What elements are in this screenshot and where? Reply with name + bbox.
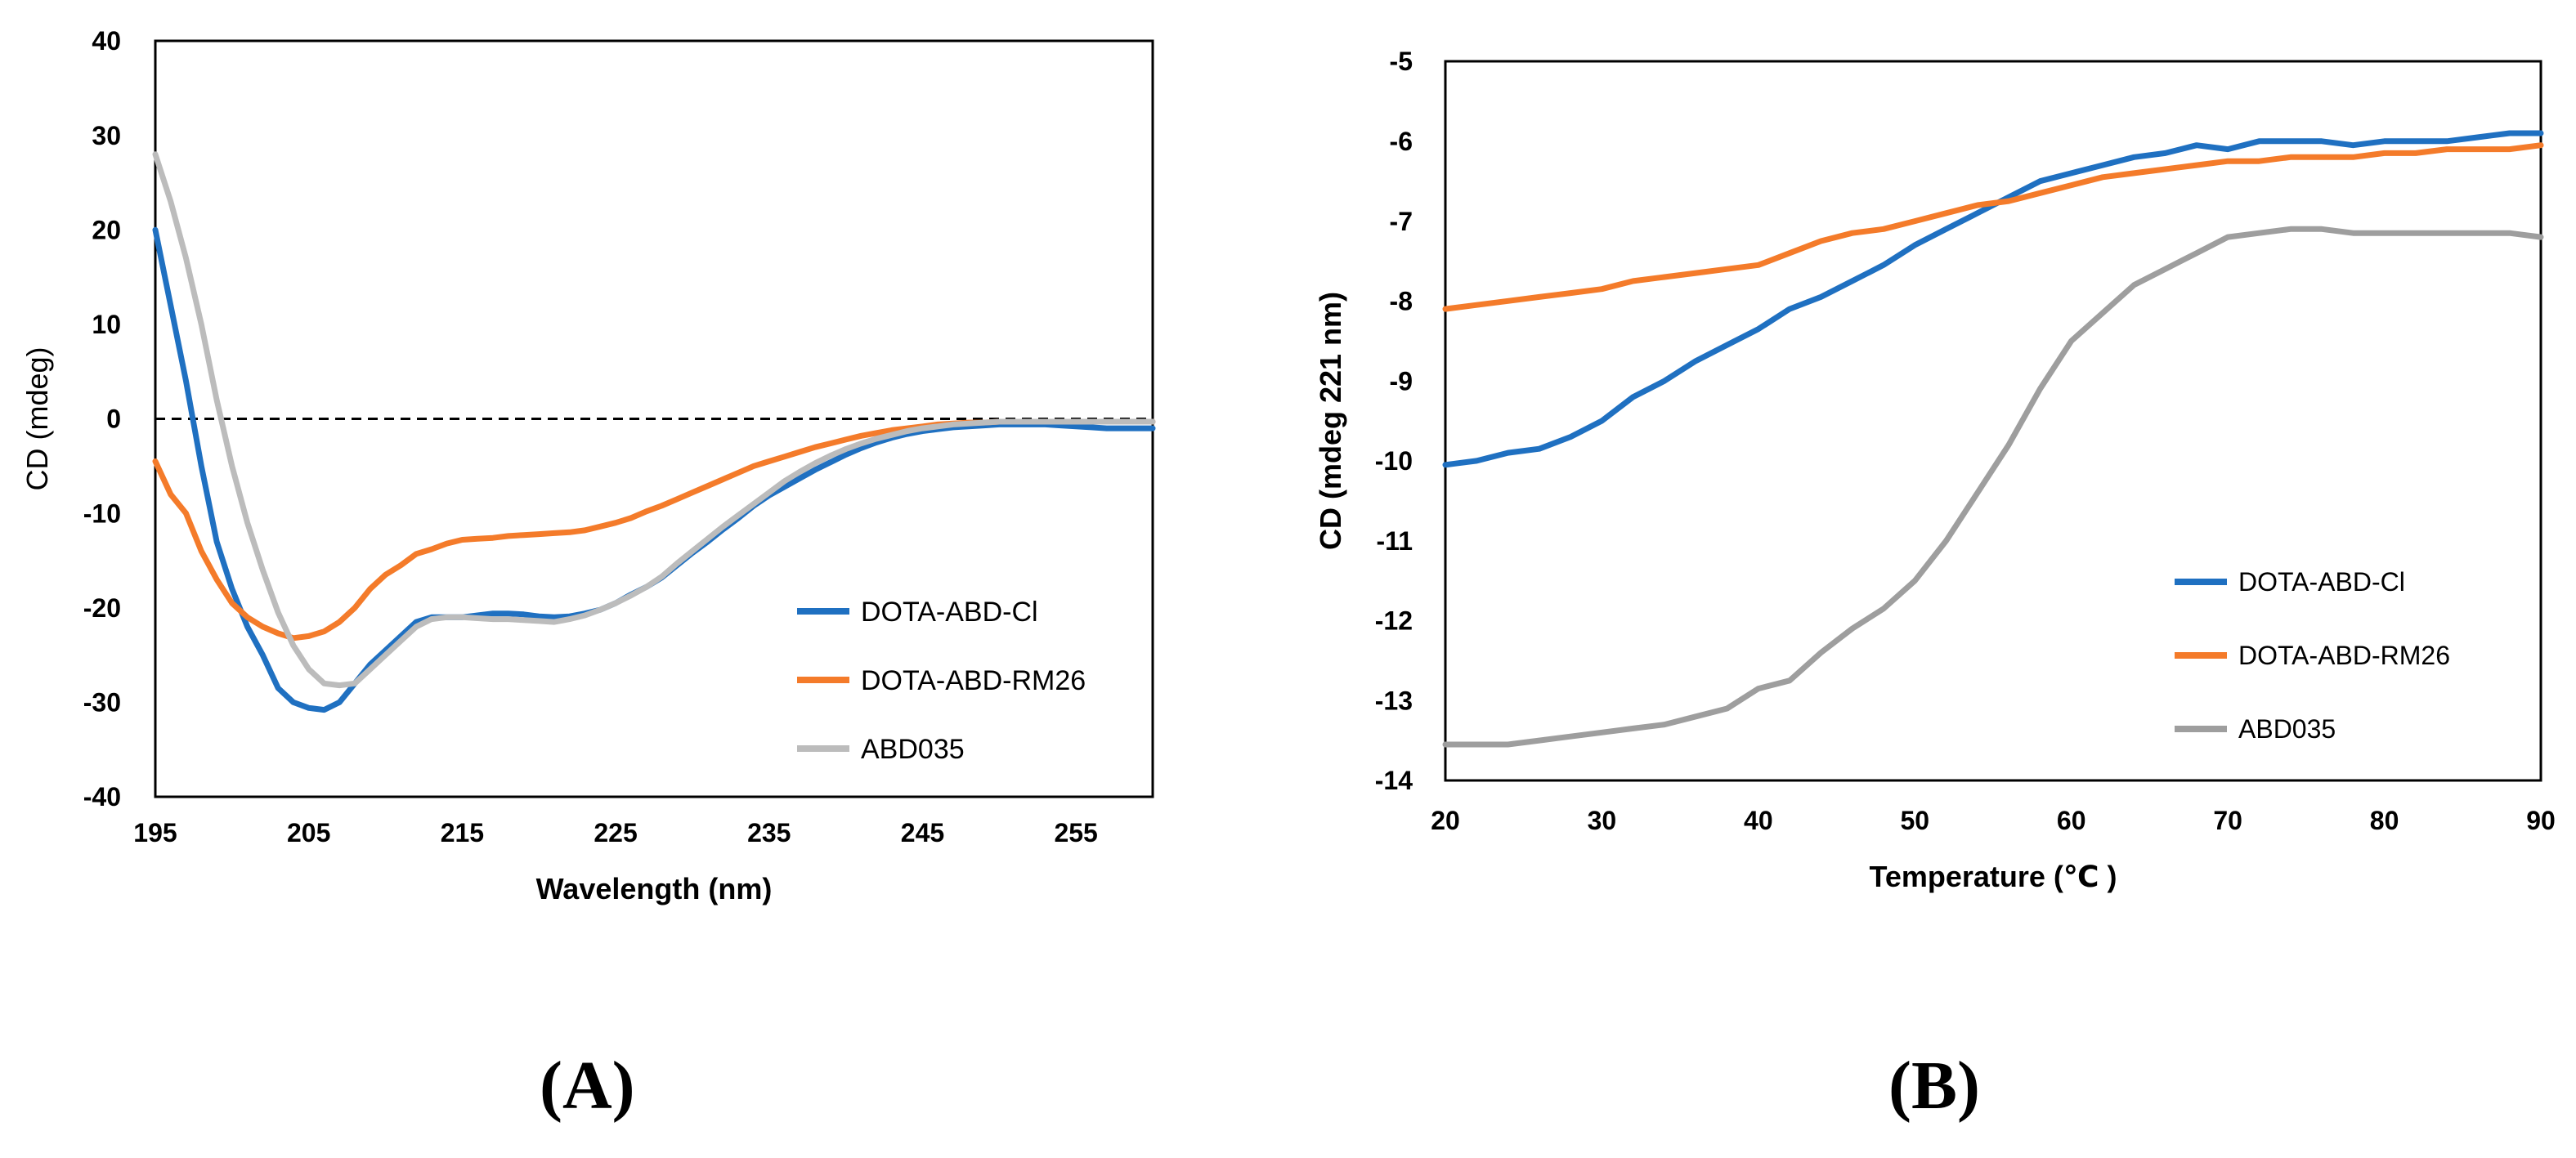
- plot-frame: [1444, 60, 2542, 782]
- x-axis-label: Temperature (℃ ): [1870, 860, 2117, 893]
- legend-label: DOTA-ABD-RM26: [861, 665, 1086, 696]
- series-line-2: [1442, 226, 2544, 748]
- legend-label: ABD035: [2238, 714, 2336, 744]
- y-tick-label: -10: [1375, 446, 1413, 476]
- series-line-1: [1442, 142, 2544, 312]
- x-tick-label: 50: [1900, 806, 1929, 835]
- x-tick-label: 60: [2057, 806, 2086, 835]
- x-tick-label: 235: [747, 818, 791, 847]
- y-tick-label: -10: [83, 499, 121, 528]
- y-tick-label: 0: [106, 405, 121, 434]
- series-line-2: [152, 151, 1156, 689]
- x-tick-label: 90: [2526, 806, 2556, 835]
- chart-a: 195 205 215 225 235 245 255 -40 -30 -20 -10 0 10 20 30…: [20, 26, 1156, 905]
- chart-b: 20 30 40 50 60 70 80 90 -14 -13 -12 -11 -10 -9 -8 -7 -6 -…: [1314, 47, 2556, 893]
- y-tick-label: 40: [92, 26, 121, 56]
- legend-label: ABD035: [861, 734, 965, 765]
- x-tick-label: 40: [1744, 806, 1773, 835]
- x-tick-label: 225: [594, 818, 637, 847]
- y-tick-label: -11: [1377, 526, 1413, 556]
- y-axis-label: CD (mdeg): [20, 347, 54, 490]
- y-tick-label: -13: [1375, 686, 1413, 715]
- x-tick-label: 205: [287, 818, 330, 847]
- x-tick-label: 195: [133, 818, 177, 847]
- x-tick-label: 70: [2213, 806, 2242, 835]
- legend-label: DOTA-ABD-Cl: [861, 597, 1038, 628]
- y-tick-label: -40: [83, 782, 121, 811]
- y-axis-label: CD (mdeg 221 nm): [1314, 292, 1347, 550]
- panel-label-a: (A): [540, 1048, 635, 1124]
- y-tick-label: -9: [1390, 366, 1413, 396]
- y-tick-label: 30: [92, 121, 121, 150]
- y-tick-label: 10: [92, 310, 121, 339]
- y-tick-label: -5: [1390, 47, 1413, 76]
- x-axis-label: Wavelength (nm): [536, 872, 773, 905]
- legend-label: DOTA-ABD-RM26: [2238, 641, 2450, 670]
- y-tick-label: -12: [1375, 606, 1413, 636]
- x-tick-label: 30: [1588, 806, 1617, 835]
- y-tick-label: -8: [1390, 287, 1413, 316]
- y-tick-label: -30: [83, 688, 121, 718]
- y-tick-label: -7: [1390, 207, 1413, 236]
- x-tick-label: 255: [1054, 818, 1097, 847]
- panel-label-b: (B): [1888, 1048, 1980, 1124]
- x-tick-label: 80: [2370, 806, 2399, 835]
- legend-label: DOTA-ABD-Cl: [2238, 567, 2405, 597]
- y-tick-label: -6: [1390, 127, 1413, 156]
- y-tick-label: -14: [1375, 766, 1413, 795]
- x-tick-label: 20: [1431, 806, 1460, 835]
- y-tick-label: -20: [83, 593, 121, 623]
- y-tick-label: 20: [92, 215, 121, 244]
- x-tick-label: 245: [901, 818, 944, 847]
- x-tick-label: 215: [441, 818, 484, 847]
